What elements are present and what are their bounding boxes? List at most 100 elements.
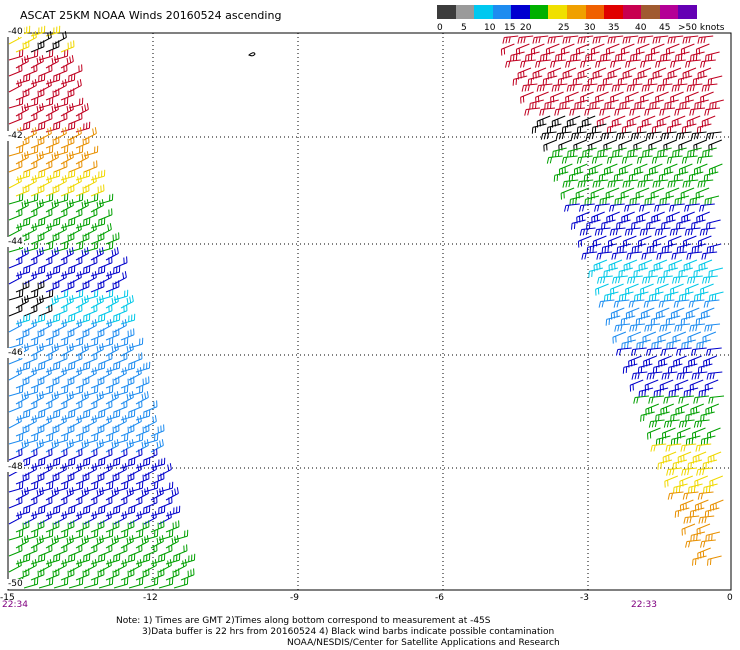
wind-barb: [706, 243, 722, 254]
legend-swatch: [474, 5, 494, 19]
wind-barb: [8, 385, 24, 397]
wind-barb: [8, 433, 24, 445]
wind-barb: [668, 387, 684, 398]
wind-barb: [90, 472, 105, 485]
wind-barb: [90, 199, 104, 213]
wind-barb: [30, 217, 46, 229]
legend-label: 5: [461, 23, 467, 33]
wind-barb: [113, 337, 129, 349]
wind-barb: [105, 439, 119, 453]
wind-barb: [105, 472, 120, 485]
wind-barb: [686, 251, 703, 260]
wind-barb: [701, 251, 718, 260]
wind-barb: [105, 295, 119, 309]
wind-barb: [60, 520, 75, 533]
wind-barb: [626, 83, 643, 92]
wind-barb: [60, 505, 76, 517]
wind-barb: [669, 203, 685, 212]
wind-barb: [8, 49, 24, 61]
wind-barb: [60, 472, 75, 485]
wind-barb: [579, 203, 595, 212]
wind-barb: [30, 391, 44, 405]
wind-barb: [579, 227, 596, 236]
wind-barb: [552, 147, 567, 158]
note-line-2: 3)Data buffer is 22 hrs from 20160524 4)…: [142, 627, 555, 637]
wind-barb: [702, 275, 718, 284]
wind-barb: [75, 391, 89, 405]
wind-barb: [594, 227, 611, 236]
wind-barb: [15, 376, 30, 389]
wind-barb: [648, 291, 664, 302]
y-tick-label-46: -46: [7, 348, 24, 358]
wind-barb: [683, 515, 700, 524]
wind-barb: [128, 496, 143, 509]
wind-barb: [68, 352, 83, 365]
wind-barb: [120, 505, 136, 517]
legend-label: 15: [504, 23, 516, 33]
wind-barb: [639, 203, 655, 212]
wind-barb: [68, 544, 83, 557]
wind-barb: [688, 299, 705, 308]
wind-barb: [15, 313, 31, 325]
wind-barb: [45, 328, 60, 341]
wind-barb: [685, 435, 701, 446]
wind-barb: [75, 232, 90, 245]
wind-barb: [128, 481, 144, 493]
wind-barb: [687, 275, 703, 284]
wind-barb: [595, 59, 611, 68]
wind-barb: [592, 35, 609, 44]
wind-barb: [546, 155, 563, 164]
wind-barb: [45, 424, 60, 437]
wind-barb: [683, 259, 698, 272]
wind-barb: [120, 409, 136, 421]
wind-barb: [38, 256, 53, 269]
wind-barb: [681, 467, 697, 476]
wind-barb: [128, 577, 144, 589]
wind-barb: [659, 107, 676, 116]
wind-barb: [696, 211, 710, 224]
wind-barb: [68, 448, 83, 461]
x-tick-label-6: -6: [435, 593, 444, 603]
wind-barb: [83, 433, 99, 445]
wind-barb: [120, 391, 134, 405]
wind-barb: [708, 163, 723, 176]
wind-barb: [128, 352, 143, 365]
plot-frame: [7, 32, 732, 591]
wind-barb: [120, 424, 135, 437]
wind-barb: [150, 457, 166, 469]
wind-barb: [60, 328, 75, 341]
wind-barb: [8, 256, 23, 269]
wind-barb: [45, 199, 59, 213]
wind-barb: [611, 83, 628, 92]
wind-barb: [53, 496, 68, 509]
legend-label: 30: [584, 23, 596, 33]
wind-barb: [663, 419, 680, 428]
wind-barb: [45, 247, 59, 261]
wind-barb: [113, 400, 128, 413]
wind-barb: [30, 199, 44, 213]
wind-barb: [128, 448, 143, 461]
wind-barb: [644, 323, 661, 332]
wind-barb: [53, 577, 69, 589]
wind-barb: [15, 568, 30, 581]
wind-barb: [75, 121, 91, 133]
legend-swatch: [659, 5, 679, 19]
wind-barb: [662, 451, 677, 464]
wind-barb: [681, 523, 696, 536]
wind-barb: [8, 193, 24, 205]
wind-barb: [616, 243, 632, 254]
wind-barb: [75, 439, 89, 453]
wind-barb: [83, 529, 99, 541]
legend-swatch: [641, 5, 661, 19]
wind-barb: [697, 179, 714, 188]
wind-barb: [45, 280, 60, 293]
wind-barb: [8, 64, 23, 77]
wind-barb: [547, 35, 564, 44]
wind-barb: [135, 553, 151, 565]
wind-barb: [704, 195, 720, 206]
wind-barb: [702, 147, 717, 158]
wind-barb: [135, 376, 150, 389]
wind-barb: [60, 121, 76, 133]
wind-barb: [143, 529, 159, 541]
wind-barb: [627, 275, 643, 284]
